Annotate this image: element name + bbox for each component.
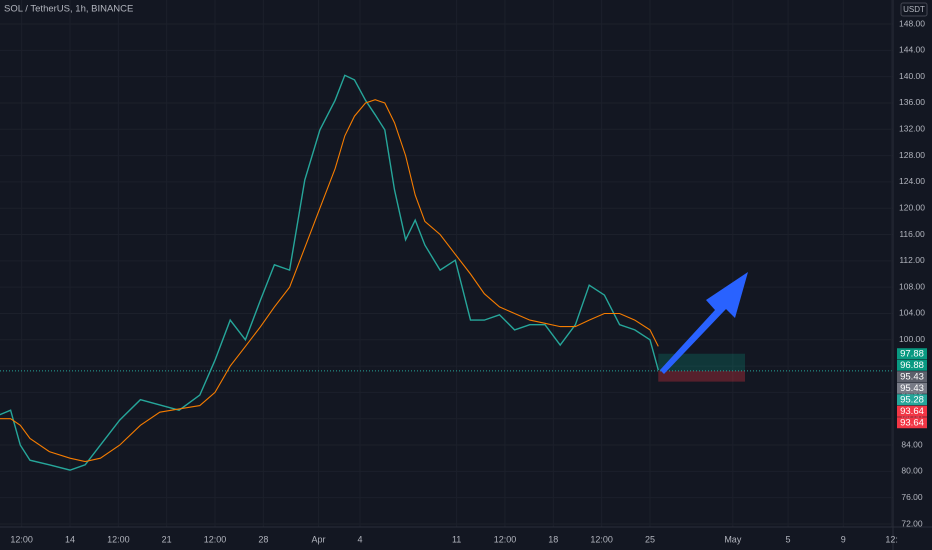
x-tick-label: 12:00 xyxy=(590,534,613,544)
price-tag xyxy=(897,417,927,429)
stop-zone xyxy=(658,370,745,382)
price-tag-label: 93.64 xyxy=(900,406,924,417)
price-tag xyxy=(897,394,927,406)
price-line xyxy=(0,74,659,471)
y-tick-label: 128.00 xyxy=(899,150,925,160)
currency-label: USDT xyxy=(903,5,925,14)
y-tick-label: 140.00 xyxy=(899,71,925,81)
price-tag-label: 95.43 xyxy=(900,383,924,394)
x-tick-label: Apr xyxy=(312,534,326,544)
y-tick-label: 72.00 xyxy=(901,518,923,528)
x-tick-label: 12:00 xyxy=(494,534,517,544)
x-tick-label: 12:00 xyxy=(10,534,33,544)
price-line xyxy=(0,99,659,463)
price-tag-label: 95.28 xyxy=(900,394,924,405)
grid xyxy=(0,0,893,527)
price-tag-label: 93.64 xyxy=(900,417,924,428)
y-tick-label: 120.00 xyxy=(899,202,925,212)
x-tick-label: 9 xyxy=(841,534,846,544)
price-tag xyxy=(897,371,927,383)
y-tick-label: 132.00 xyxy=(899,124,925,134)
y-tick-label: 80.00 xyxy=(901,466,923,476)
price-tag-label: 95.43 xyxy=(900,371,924,382)
arrow xyxy=(660,272,748,374)
price-tag xyxy=(897,405,927,417)
axes: 72.0076.0080.0084.0088.0092.0096.00100.0… xyxy=(10,18,927,544)
x-tick-label: 18 xyxy=(548,534,558,544)
x-tick-label: 12:00 xyxy=(107,534,130,544)
y-tick-label: 100.00 xyxy=(899,334,925,344)
y-tick-label: 148.00 xyxy=(899,18,925,28)
chart-title: SOL / TetherUS, 1h, BINANCE xyxy=(4,4,133,15)
target-zone xyxy=(658,353,745,371)
price-tag-label: 97.88 xyxy=(900,348,924,359)
x-tick-label: 28 xyxy=(258,534,268,544)
y-tick-label: 116.00 xyxy=(899,229,925,239)
price-tag-label: 96.88 xyxy=(900,360,924,371)
price-tag xyxy=(897,382,927,394)
x-tick-label: 12:00 xyxy=(204,534,227,544)
y-tick-label: 108.00 xyxy=(899,281,925,291)
y-tick-label: 84.00 xyxy=(901,439,923,449)
x-tick-label: 12: xyxy=(885,534,898,544)
y-tick-label: 124.00 xyxy=(899,176,925,186)
x-tick-label: May xyxy=(724,534,742,544)
y-tick-label: 144.00 xyxy=(899,45,925,55)
x-tick-label: 21 xyxy=(162,534,172,544)
y-tick-label: 104.00 xyxy=(899,308,925,318)
price-tag xyxy=(897,359,927,371)
x-tick-label: 5 xyxy=(786,534,791,544)
y-tick-label: 112.00 xyxy=(899,255,925,265)
x-tick-label: 4 xyxy=(357,534,362,544)
plot xyxy=(0,74,893,471)
x-tick-label: 25 xyxy=(645,534,655,544)
x-tick-label: 11 xyxy=(452,534,461,544)
x-tick-label: 14 xyxy=(65,534,75,544)
currency-box xyxy=(900,2,928,17)
y-tick-label: 76.00 xyxy=(901,492,923,502)
price-tag xyxy=(897,348,927,360)
y-tick-label: 136.00 xyxy=(899,97,925,107)
